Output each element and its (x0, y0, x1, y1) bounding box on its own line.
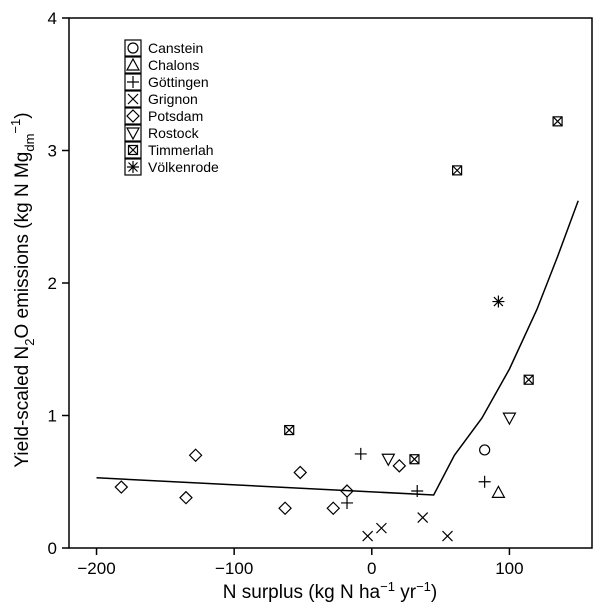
y-ticks: 0 1 2 3 4 (48, 9, 69, 558)
legend-marker-grignon (127, 93, 139, 105)
point-timmerlah (552, 116, 563, 127)
legend-item-grignon: Grignon (124, 90, 198, 108)
point-potsdam (326, 501, 341, 516)
legend-label: Potsdam (148, 108, 203, 124)
legend-label: Völkenrode (148, 159, 219, 175)
y-tick-label: 1 (48, 407, 57, 426)
point-g-ttingen (478, 475, 491, 488)
legend-item-v-lkenrode: Völkenrode (124, 158, 219, 176)
point-v-lkenrode (492, 295, 505, 308)
legend-item-g-ttingen: Göttingen (124, 73, 209, 91)
point-potsdam (293, 465, 308, 480)
point-g-ttingen (411, 485, 424, 498)
point-grignon (375, 522, 387, 534)
point-timmerlah (523, 374, 534, 385)
legend: CansteinChalonsGöttingenGrignonPotsdamRo… (124, 39, 219, 176)
legend-marker-g-ttingen (127, 76, 139, 88)
data-points (114, 116, 563, 542)
point-potsdam (340, 484, 354, 498)
point-potsdam (188, 448, 203, 463)
fit-line (96, 200, 579, 496)
x-axis-title: N surplus (kg N ha−1 yr−1) (223, 579, 437, 603)
y-axis-title: Yield-scaled N2O emissions (kg N Mgdm−1) (8, 112, 37, 467)
x-tick-label: 100 (495, 559, 523, 578)
point-g-ttingen (341, 496, 354, 509)
point-timmerlah (284, 424, 295, 436)
legend-label: Rostock (148, 125, 200, 141)
point-potsdam (392, 459, 407, 473)
point-potsdam (278, 501, 292, 516)
x-tick-label: −200 (77, 559, 115, 578)
point-rostock (502, 412, 517, 426)
x-ticks: −200 −100 0 100 (77, 548, 524, 578)
legend-label: Chalons (148, 57, 199, 73)
point-rostock (381, 453, 396, 467)
point-grignon (417, 512, 429, 523)
legend-label: Canstein (148, 40, 203, 56)
point-grignon (362, 530, 374, 542)
point-g-ttingen (354, 447, 367, 460)
y-tick-label: 0 (48, 539, 57, 558)
legend-marker-timmerlah (127, 144, 139, 156)
legend-label: Göttingen (148, 74, 209, 90)
point-chalons (491, 485, 506, 498)
point-grignon (442, 530, 453, 542)
point-timmerlah (409, 454, 420, 465)
legend-marker-canstein (127, 42, 139, 54)
legend-marker-rostock (125, 127, 141, 141)
legend-item-potsdam: Potsdam (124, 107, 203, 125)
legend-item-chalons: Chalons (124, 56, 199, 74)
y-tick-label: 2 (48, 274, 57, 293)
legend-item-rostock: Rostock (124, 124, 200, 142)
legend-label: Grignon (148, 91, 198, 107)
y-tick-label: 3 (48, 142, 57, 161)
point-timmerlah (452, 165, 463, 176)
y-tick-label: 4 (48, 9, 57, 28)
legend-marker-v-lkenrode (127, 161, 139, 173)
legend-item-timmerlah: Timmerlah (124, 141, 214, 159)
x-tick-label: −100 (215, 559, 253, 578)
legend-marker-potsdam (126, 109, 140, 123)
point-potsdam (114, 480, 129, 494)
legend-item-canstein: Canstein (124, 39, 203, 57)
legend-marker-chalons (125, 57, 141, 71)
point-canstein (479, 444, 491, 456)
x-tick-label: 0 (367, 559, 376, 578)
legend-label: Timmerlah (148, 142, 214, 158)
point-potsdam (179, 490, 193, 505)
